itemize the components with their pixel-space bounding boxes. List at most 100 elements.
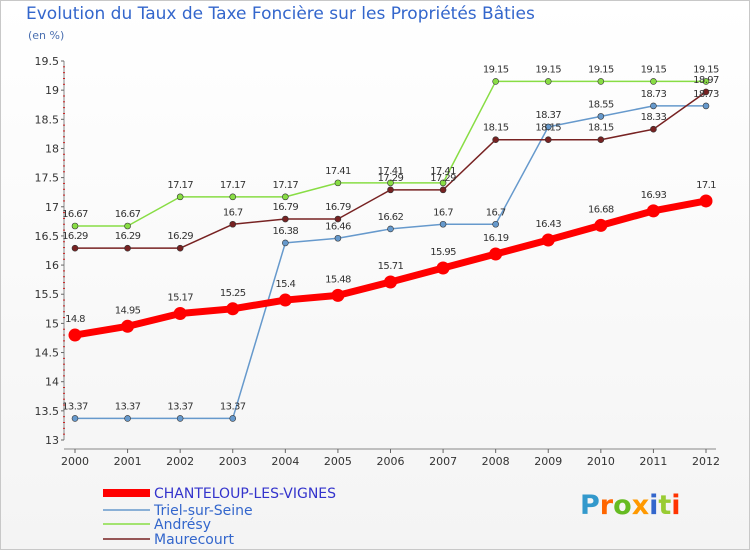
- data-point: [436, 261, 450, 275]
- logo-letter: P: [580, 490, 600, 521]
- data-label: 17.17: [273, 180, 299, 191]
- data-point: [387, 179, 394, 187]
- data-point: [282, 215, 289, 223]
- data-label: 19.15: [693, 64, 719, 75]
- y-tick-label: 16: [45, 259, 59, 272]
- data-point: [124, 415, 131, 422]
- data-label: 16.29: [115, 231, 141, 242]
- data-point: [492, 220, 499, 228]
- data-point: [71, 222, 79, 230]
- data-point: [278, 293, 292, 307]
- data-point: [71, 244, 79, 252]
- x-tick-label: 2007: [429, 455, 457, 468]
- data-point: [439, 186, 447, 194]
- x-tick-label: 2008: [482, 455, 510, 468]
- data-point: [229, 220, 237, 228]
- data-point: [492, 78, 499, 85]
- data-label: 14.8: [65, 314, 85, 325]
- legend-label: Triel-sur-Seine: [153, 503, 253, 519]
- data-point: [282, 239, 289, 247]
- data-label: 16.19: [483, 233, 509, 244]
- data-label: 16.67: [115, 209, 141, 220]
- x-tick-label: 2012: [692, 455, 720, 468]
- data-label: 19.15: [588, 64, 614, 75]
- data-point: [702, 78, 710, 85]
- data-point: [334, 215, 342, 223]
- data-label: 16.29: [167, 231, 193, 242]
- data-point: [439, 220, 447, 228]
- data-point: [68, 328, 82, 342]
- x-tick-label: 2009: [534, 455, 562, 468]
- data-point: [699, 194, 713, 208]
- data-point: [331, 288, 345, 302]
- y-tick-label: 15: [45, 317, 59, 330]
- data-point: [702, 88, 710, 96]
- data-label: 18.33: [641, 112, 667, 123]
- chart-title: Evolution du Taux de Taxe Foncière sur l…: [26, 4, 535, 24]
- data-label: 16.7: [486, 207, 506, 218]
- data-point: [650, 102, 657, 110]
- data-label: 16.38: [273, 226, 299, 237]
- x-tick-label: 2011: [639, 455, 667, 468]
- data-point: [282, 193, 289, 201]
- data-label: 16.29: [62, 231, 88, 242]
- legend-label: Andrésy: [154, 517, 211, 533]
- data-point: [597, 113, 605, 120]
- y-tick-label: 18.5: [35, 113, 60, 126]
- data-point: [229, 415, 237, 422]
- x-tick-label: 2010: [587, 455, 615, 468]
- data-point: [226, 302, 240, 316]
- data-point: [384, 275, 397, 289]
- data-point: [702, 102, 710, 110]
- data-label: 18.15: [588, 123, 614, 134]
- y-tick-label: 17.5: [35, 172, 60, 185]
- x-tick-label: 2005: [324, 455, 352, 468]
- x-tick-label: 2000: [61, 455, 89, 468]
- data-label: 16.62: [378, 212, 404, 223]
- data-label: 15.95: [430, 247, 456, 258]
- x-tick-label: 2003: [219, 455, 247, 468]
- x-tick-label: 2004: [271, 455, 299, 468]
- data-point: [544, 78, 552, 85]
- proxiti-logo: Proxiti: [580, 490, 681, 521]
- data-label: 18.73: [641, 89, 667, 100]
- y-tick-label: 15.5: [35, 288, 60, 301]
- data-label: 15.25: [220, 288, 246, 299]
- data-label: 17.17: [220, 180, 246, 191]
- data-label: 17.41: [325, 166, 351, 177]
- logo-letter: i: [671, 490, 681, 521]
- data-point: [544, 136, 552, 144]
- data-label: 15.71: [378, 261, 404, 272]
- data-point: [176, 415, 184, 422]
- data-point: [121, 319, 135, 333]
- data-label: 17.29: [430, 173, 456, 184]
- data-point: [650, 125, 657, 133]
- data-point: [124, 222, 131, 230]
- legend-label: Maurecourt: [154, 532, 234, 548]
- data-label: 16.79: [273, 202, 299, 213]
- data-label: 15.17: [167, 292, 193, 303]
- data-label: 13.37: [167, 401, 193, 412]
- y-tick-label: 16.5: [35, 230, 60, 243]
- data-point: [387, 186, 394, 194]
- data-point: [176, 244, 184, 252]
- data-point: [334, 179, 342, 187]
- data-label: 18.15: [535, 123, 561, 134]
- chart-axes: 13 13.5 14 14.5 15 15.5 16 16.5 17 17.5 18 18.5 19 19…: [35, 55, 721, 468]
- y-tick-label: 17: [45, 201, 59, 214]
- y-tick-label: 19.5: [35, 55, 60, 68]
- logo-letter: i: [649, 490, 659, 521]
- y-tick-label: 14.5: [35, 347, 60, 360]
- data-label: 17.41: [378, 166, 404, 177]
- logo-letter: r: [599, 490, 614, 521]
- data-label: 17.1: [696, 180, 716, 191]
- data-point: [646, 204, 660, 218]
- data-point: [597, 136, 605, 144]
- data-point: [387, 225, 394, 233]
- legend-label: CHANTELOUP-LES-VIGNES: [154, 486, 336, 502]
- data-label: 18.37: [535, 110, 561, 121]
- data-label: 14.95: [115, 305, 141, 316]
- data-label: 16.67: [62, 209, 88, 220]
